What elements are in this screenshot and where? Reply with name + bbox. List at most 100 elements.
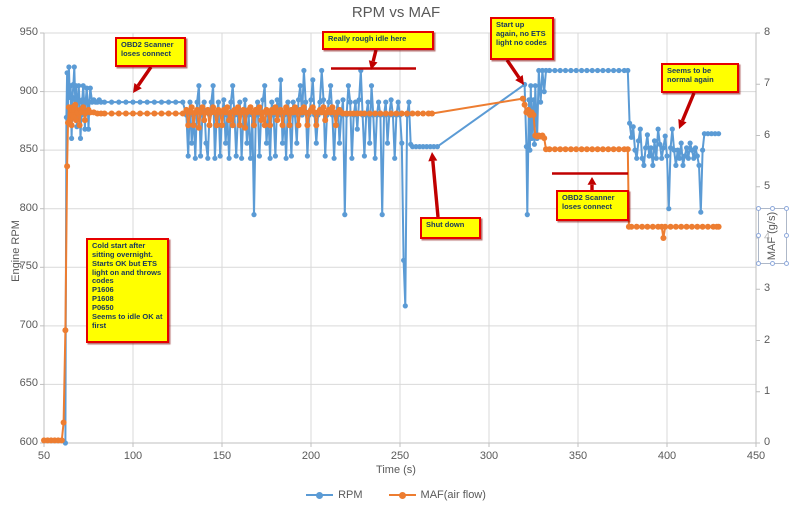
rpm-data-point xyxy=(223,140,229,146)
callout-shut-down[interactable]: Shut down xyxy=(420,217,481,239)
left-axis-title[interactable]: Engine RPM xyxy=(10,220,22,282)
rpm-data-point xyxy=(308,97,314,103)
selection-handle[interactable] xyxy=(756,206,761,211)
right-axis-title-box[interactable]: MAF (g/s) xyxy=(756,206,789,266)
maf-data-point xyxy=(224,104,231,111)
y-left-tick-label: 900 xyxy=(19,84,38,97)
selection-handle[interactable] xyxy=(784,233,789,238)
maf-data-point xyxy=(624,146,631,153)
rpm-data-point xyxy=(657,141,663,147)
selection-handle[interactable] xyxy=(770,206,775,211)
maf-data-point xyxy=(185,122,192,129)
y-left-tick-label: 750 xyxy=(19,260,38,273)
rpm-data-point xyxy=(283,155,289,161)
callout-cold-start-note[interactable]: Cold start after sitting overnight. Starts… xyxy=(86,238,169,343)
rpm-data-point xyxy=(173,99,179,105)
maf-data-point xyxy=(599,146,606,153)
rpm-data-point xyxy=(85,126,92,132)
maf-data-point xyxy=(76,122,83,129)
maf-data-point xyxy=(332,122,339,129)
maf-data-point xyxy=(197,109,204,116)
maf-data-point xyxy=(274,117,281,124)
rpm-data-point xyxy=(600,67,606,74)
callout-start-up-again[interactable]: Start up again, no ETS light no codes xyxy=(490,17,554,60)
x-axis-title[interactable]: Time (s) xyxy=(376,464,416,476)
rpm-data-point xyxy=(568,67,574,74)
rpm-data-point xyxy=(694,153,700,159)
rpm-data-point xyxy=(242,97,248,103)
rpm-data-point xyxy=(368,83,375,89)
rpm-data-point xyxy=(303,99,309,105)
maf-data-point xyxy=(662,223,669,230)
maf-data-point xyxy=(295,122,302,129)
rpm-data-point xyxy=(676,155,683,161)
maf-data-point xyxy=(101,110,108,117)
rpm-data-point xyxy=(684,145,690,151)
maf-data-point xyxy=(165,110,172,117)
maf-data-point xyxy=(242,124,249,131)
maf-data-point xyxy=(605,146,612,153)
rpm-data-point xyxy=(194,99,200,105)
maf-data-point xyxy=(229,122,236,129)
maf-data-point xyxy=(201,117,208,124)
maf-data-point xyxy=(649,223,656,230)
rpm-data-point xyxy=(530,97,537,103)
rpm-data-point xyxy=(187,99,193,105)
y-right-tick-label: 1 xyxy=(764,384,771,397)
rpm-data-point xyxy=(552,67,558,74)
maf-data-point xyxy=(68,122,75,129)
rpm-series-line[interactable] xyxy=(64,66,719,444)
selection-handle[interactable] xyxy=(756,233,761,238)
annotation-arrow-head-seems-normal-again xyxy=(678,119,687,129)
rpm-data-point xyxy=(328,83,334,89)
chart-title[interactable]: RPM vs MAF xyxy=(351,4,441,21)
legend-item-rpm[interactable]: RPM xyxy=(306,489,363,501)
rpm-data-point xyxy=(392,155,398,161)
selection-handle[interactable] xyxy=(770,261,775,266)
maf-data-point xyxy=(678,223,685,230)
selection-handle[interactable] xyxy=(784,206,789,211)
legend-item-maf[interactable]: MAF(air flow) xyxy=(388,489,486,501)
maf-data-point xyxy=(122,110,129,117)
rpm-data-point xyxy=(628,134,635,140)
maf-data-point xyxy=(267,122,274,129)
rpm-data-point xyxy=(541,89,547,95)
maf-data-point xyxy=(541,135,548,142)
callout-really-rough-idle[interactable]: Really rough idle here xyxy=(322,31,434,50)
rpm-data-point xyxy=(616,67,622,74)
rpm-data-point xyxy=(336,140,343,146)
rpm-data-point xyxy=(431,144,437,150)
rpm-data-point xyxy=(573,67,579,74)
selection-handle[interactable] xyxy=(784,261,789,266)
maf-data-point xyxy=(594,146,601,153)
rpm-data-point xyxy=(579,67,585,74)
rpm-data-point xyxy=(627,120,633,126)
callout-seems-normal-again[interactable]: Seems to be normal again xyxy=(661,63,739,93)
callout-obd2-loses-connect-1[interactable]: OBD2 Scanner loses connect xyxy=(115,37,186,67)
callout-obd2-loses-connect-2[interactable]: OBD2 Scanner loses connect xyxy=(556,190,629,221)
selection-handle[interactable] xyxy=(756,261,761,266)
rpm-data-point xyxy=(279,140,286,146)
x-tick-label: 100 xyxy=(123,450,143,462)
maf-data-point xyxy=(420,110,427,117)
annotation-arrow-head-obd2-loses-connect-2 xyxy=(587,177,597,185)
rpm-data-point xyxy=(698,209,704,215)
rpm-data-point xyxy=(605,67,611,74)
maf-data-point xyxy=(283,104,290,111)
rpm-data-point xyxy=(531,141,538,147)
maf-data-point xyxy=(633,223,640,230)
maf-data-point xyxy=(414,110,421,117)
y-left-tick-label: 650 xyxy=(19,377,38,390)
rpm-data-point xyxy=(288,153,294,159)
maf-data-point xyxy=(172,110,179,117)
rpm-data-point xyxy=(611,67,617,74)
rpm-data-point xyxy=(272,153,278,159)
maf-data-point xyxy=(660,235,667,241)
rpm-data-point xyxy=(347,99,353,105)
rpm-data-point xyxy=(595,67,601,74)
rpm-data-point xyxy=(643,145,649,151)
maf-data-point xyxy=(144,110,151,117)
rpm-data-point xyxy=(144,99,150,105)
maf-data-point xyxy=(615,146,622,153)
